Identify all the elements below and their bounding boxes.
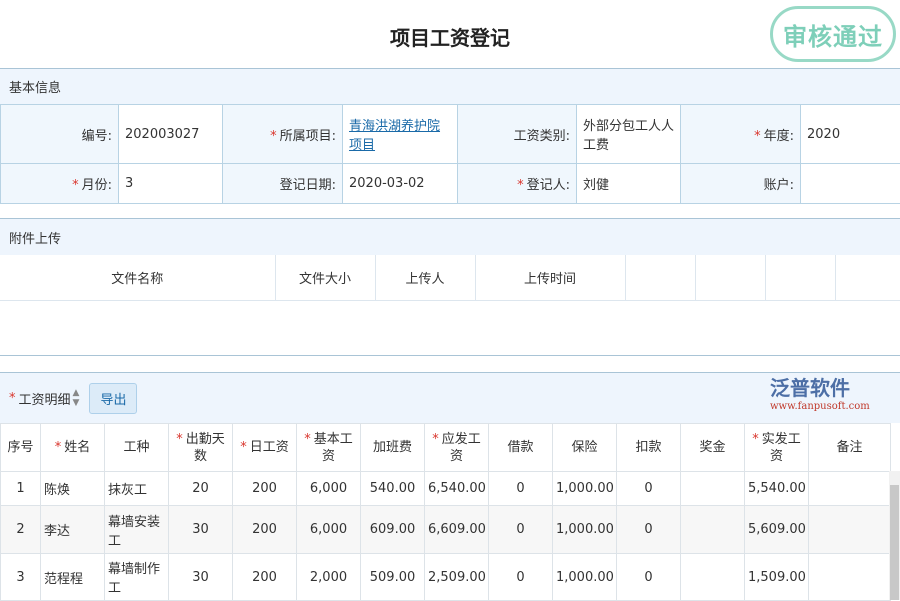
page-title: 项目工资登记 — [0, 22, 900, 51]
table-cell: 200 — [233, 506, 297, 554]
table-cell — [809, 506, 891, 554]
column-header: 扣款 — [617, 424, 681, 472]
basic-info-header: 基本信息 — [0, 68, 900, 104]
table-cell: 30 — [169, 506, 233, 554]
stamp-text: 审核通过 — [783, 17, 883, 52]
table-cell: 陈焕 — [41, 472, 105, 506]
column-header: 加班费 — [361, 424, 425, 472]
no-value: 202003027 — [119, 105, 223, 164]
table-cell: 6,609.00 — [425, 506, 489, 554]
table-cell: 1,000.00 — [553, 554, 617, 601]
col-file-name: 文件名称 — [0, 255, 275, 300]
section-title: 工资明细 — [19, 389, 71, 408]
sort-icon[interactable]: ▲▼ — [73, 388, 80, 408]
scrollbar-thumb[interactable] — [890, 485, 899, 600]
table-cell — [809, 472, 891, 506]
column-header: *出勤天数 — [169, 424, 233, 472]
table-cell: 30 — [169, 554, 233, 601]
date-value: 2020-03-02 — [343, 164, 458, 204]
table-cell: 0 — [489, 506, 553, 554]
basic-info-table: 编号: 202003027 *所属项目: 青海洪湖养护院项目 工资类别: 外部分… — [0, 104, 900, 204]
table-cell: 幕墙制作工 — [105, 554, 169, 601]
table-cell — [681, 506, 745, 554]
section-title: 基本信息 — [9, 77, 61, 96]
table-cell: 0 — [617, 554, 681, 601]
column-header: *实发工资 — [745, 424, 809, 472]
column-header: 备注 — [809, 424, 891, 472]
table-cell: 1 — [1, 472, 41, 506]
table-cell: 抹灰工 — [105, 472, 169, 506]
account-value — [801, 164, 900, 204]
table-cell: 5,540.00 — [745, 472, 809, 506]
column-header: *姓名 — [41, 424, 105, 472]
table-cell: 2,000 — [297, 554, 361, 601]
table-cell — [809, 554, 891, 601]
salary-table: 序号*姓名工种*出勤天数*日工资*基本工资加班费*应发工资借款保险扣款奖金*实发… — [0, 423, 891, 601]
table-cell: 540.00 — [361, 472, 425, 506]
table-cell: 20 — [169, 472, 233, 506]
column-header: 奖金 — [681, 424, 745, 472]
column-header: 保险 — [553, 424, 617, 472]
person-label: *登记人: — [458, 164, 577, 204]
column-header: *日工资 — [233, 424, 297, 472]
column-header: 工种 — [105, 424, 169, 472]
table-cell: 0 — [489, 554, 553, 601]
scrollbar[interactable] — [889, 471, 900, 600]
table-cell: 3 — [1, 554, 41, 601]
month-label: *月份: — [1, 164, 119, 204]
table-cell — [681, 472, 745, 506]
divider — [0, 355, 900, 356]
col-file-size: 文件大小 — [275, 255, 375, 300]
table-cell: 509.00 — [361, 554, 425, 601]
col-uploader: 上传人 — [375, 255, 475, 300]
detail-header: *工资明细 ▲▼ 导出 — [0, 372, 900, 423]
date-label: 登记日期: — [223, 164, 343, 204]
table-cell: 1,000.00 — [553, 472, 617, 506]
year-value: 2020 — [801, 105, 900, 164]
project-link[interactable]: 青海洪湖养护院项目 — [349, 119, 440, 153]
attach-header: 附件上传 — [0, 218, 900, 255]
table-cell: 200 — [233, 554, 297, 601]
table-cell: 200 — [233, 472, 297, 506]
table-cell: 2,509.00 — [425, 554, 489, 601]
table-cell: 6,000 — [297, 506, 361, 554]
table-cell: 1,000.00 — [553, 506, 617, 554]
table-cell: 1,509.00 — [745, 554, 809, 601]
approved-stamp: 审核通过 — [770, 6, 896, 62]
project-value[interactable]: 青海洪湖养护院项目 — [343, 105, 458, 164]
table-cell — [681, 554, 745, 601]
col-upload-time: 上传时间 — [475, 255, 625, 300]
table-cell: 6,000 — [297, 472, 361, 506]
column-header: *应发工资 — [425, 424, 489, 472]
no-label: 编号: — [1, 105, 119, 164]
year-label: *年度: — [681, 105, 801, 164]
table-cell: 幕墙安装工 — [105, 506, 169, 554]
column-header: *基本工资 — [297, 424, 361, 472]
attach-table: 文件名称 文件大小 上传人 上传时间 — [0, 255, 900, 301]
person-value: 刘健 — [577, 164, 681, 204]
type-label: 工资类别: — [458, 105, 577, 164]
table-cell: 李达 — [41, 506, 105, 554]
export-button[interactable]: 导出 — [89, 383, 137, 414]
column-header: 序号 — [1, 424, 41, 472]
project-label: *所属项目: — [223, 105, 343, 164]
section-title: 附件上传 — [9, 228, 61, 247]
column-header: 借款 — [489, 424, 553, 472]
table-cell: 6,540.00 — [425, 472, 489, 506]
table-cell: 范程程 — [41, 554, 105, 601]
table-cell: 0 — [489, 472, 553, 506]
table-cell: 2 — [1, 506, 41, 554]
account-label: 账户: — [681, 164, 801, 204]
month-value: 3 — [119, 164, 223, 204]
type-value: 外部分包工人人工费 — [577, 105, 681, 164]
table-cell: 0 — [617, 472, 681, 506]
table-cell: 5,609.00 — [745, 506, 809, 554]
table-cell: 0 — [617, 506, 681, 554]
table-cell: 609.00 — [361, 506, 425, 554]
